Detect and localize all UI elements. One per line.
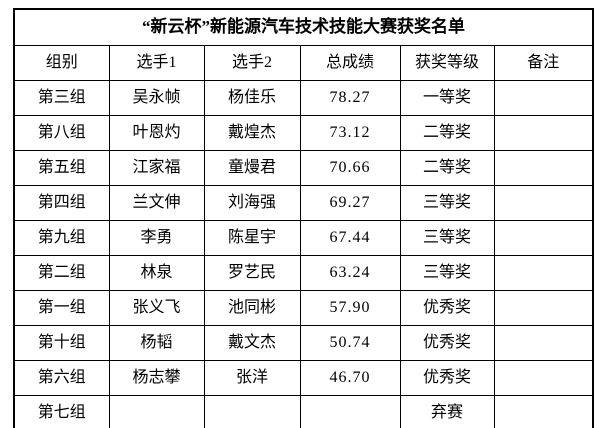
player2-cell: 戴煌杰: [203, 115, 301, 151]
table-row: 第九组 李勇 陈星宇 67.44 三等奖: [13, 220, 594, 256]
remarks-cell: [493, 290, 594, 326]
column-header-player2: 选手2: [203, 45, 301, 81]
player1-cell: 杨志攀: [108, 360, 205, 396]
remarks-cell: [493, 115, 594, 151]
total-score-cell: 73.12: [299, 115, 401, 151]
table-row: 第六组 杨志攀 张洋 46.70 优秀奖: [13, 360, 594, 396]
total-score-cell: 57.90: [299, 290, 401, 326]
award-level-cell: 优秀奖: [399, 360, 495, 396]
group-cell: 第七组: [13, 395, 110, 428]
award-level-cell: 一等奖: [399, 80, 495, 116]
total-score-cell: 69.27: [299, 185, 401, 221]
player2-cell: 池同彬: [203, 290, 301, 326]
player2-cell: [203, 395, 301, 428]
award-level-cell: 优秀奖: [399, 290, 495, 326]
player2-cell: 陈星宇: [203, 220, 301, 256]
remarks-cell: [493, 80, 594, 116]
group-cell: 第九组: [13, 220, 110, 256]
remarks-cell: [493, 150, 594, 186]
group-cell: 第五组: [13, 150, 110, 186]
column-header-total-score: 总成绩: [299, 45, 401, 81]
award-level-cell: 二等奖: [399, 150, 495, 186]
player1-cell: 林泉: [108, 255, 205, 291]
table-row: 第七组 弃赛: [13, 395, 594, 428]
player1-cell: 江家福: [108, 150, 205, 186]
table-header-row: 组别 选手1 选手2 总成绩 获奖等级 备注: [13, 45, 594, 81]
table-row: 第十组 杨韬 戴文杰 50.74 优秀奖: [13, 325, 594, 361]
player2-cell: 张洋: [203, 360, 301, 396]
remarks-cell: [493, 255, 594, 291]
table-row: 第二组 林泉 罗艺民 63.24 三等奖: [13, 255, 594, 291]
total-score-cell: [299, 395, 401, 428]
table-row: 第八组 叶恩灼 戴煌杰 73.12 二等奖: [13, 115, 594, 151]
column-header-player1: 选手1: [108, 45, 205, 81]
player2-cell: 刘海强: [203, 185, 301, 221]
table-row: 第三组 吴永帧 杨佳乐 78.27 一等奖: [13, 80, 594, 116]
player1-cell: [108, 395, 205, 428]
player1-cell: 张义飞: [108, 290, 205, 326]
player1-cell: 杨韬: [108, 325, 205, 361]
total-score-cell: 67.44: [299, 220, 401, 256]
award-results-table: “新云杯”新能源汽车技术技能大赛获奖名单 组别 选手1 选手2 总成绩 获奖等级…: [13, 8, 595, 428]
player1-cell: 李勇: [108, 220, 205, 256]
group-cell: 第一组: [13, 290, 110, 326]
player2-cell: 童熳君: [203, 150, 301, 186]
table-title-row: “新云杯”新能源汽车技术技能大赛获奖名单: [13, 8, 594, 46]
total-score-cell: 78.27: [299, 80, 401, 116]
table-row: 第一组 张义飞 池同彬 57.90 优秀奖: [13, 290, 594, 326]
player2-cell: 罗艺民: [203, 255, 301, 291]
remarks-cell: [493, 185, 594, 221]
award-level-cell: 优秀奖: [399, 325, 495, 361]
group-cell: 第八组: [13, 115, 110, 151]
group-cell: 第三组: [13, 80, 110, 116]
award-level-cell: 三等奖: [399, 185, 495, 221]
group-cell: 第六组: [13, 360, 110, 396]
total-score-cell: 70.66: [299, 150, 401, 186]
column-header-group: 组别: [13, 45, 110, 81]
award-level-cell: 三等奖: [399, 220, 495, 256]
total-score-cell: 50.74: [299, 325, 401, 361]
player2-cell: 杨佳乐: [203, 80, 301, 116]
group-cell: 第二组: [13, 255, 110, 291]
table-row: 第五组 江家福 童熳君 70.66 二等奖: [13, 150, 594, 186]
column-header-remarks: 备注: [493, 45, 594, 81]
remarks-cell: [493, 360, 594, 396]
total-score-cell: 63.24: [299, 255, 401, 291]
award-level-cell: 二等奖: [399, 115, 495, 151]
remarks-cell: [493, 395, 594, 428]
group-cell: 第十组: [13, 325, 110, 361]
table-title: “新云杯”新能源汽车技术技能大赛获奖名单: [13, 8, 594, 46]
player1-cell: 吴永帧: [108, 80, 205, 116]
table-row: 第四组 兰文伸 刘海强 69.27 三等奖: [13, 185, 594, 221]
column-header-award-level: 获奖等级: [399, 45, 495, 81]
player1-cell: 叶恩灼: [108, 115, 205, 151]
award-level-cell: 弃赛: [399, 395, 495, 428]
total-score-cell: 46.70: [299, 360, 401, 396]
player1-cell: 兰文伸: [108, 185, 205, 221]
remarks-cell: [493, 325, 594, 361]
group-cell: 第四组: [13, 185, 110, 221]
remarks-cell: [493, 220, 594, 256]
player2-cell: 戴文杰: [203, 325, 301, 361]
award-level-cell: 三等奖: [399, 255, 495, 291]
